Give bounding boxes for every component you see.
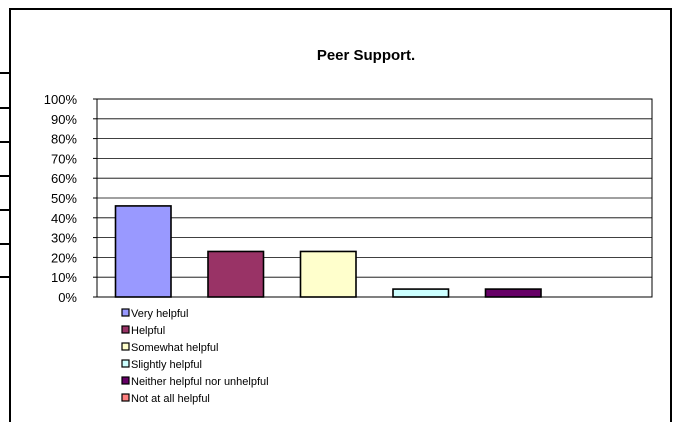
legend-label: Slightly helpful [131,359,202,371]
legend-swatch [121,342,130,351]
bar [299,250,357,298]
y-tick-label: 40% [51,211,77,226]
y-tick-label: 80% [51,132,77,147]
chart-title: Peer Support. [317,47,415,64]
y-tick-label: 30% [51,231,77,246]
y-tick-label: 20% [51,250,77,265]
side-rules [0,72,12,278]
legend-swatch [121,376,130,385]
bar [207,250,265,298]
chart-frame [9,8,672,422]
legend-label: Very helpful [131,308,188,320]
y-tick-label: 50% [51,191,77,206]
y-tick-label: 90% [51,112,77,127]
y-tick-label: 70% [51,151,77,166]
bar [114,205,172,298]
legend-label: Helpful [131,325,165,337]
legend-label: Not at all helpful [131,393,210,405]
bar [392,288,450,298]
y-tick-label: 100% [44,92,78,107]
legend-swatch [121,308,130,317]
legend-swatch [121,325,130,334]
legend-label: Somewhat helpful [131,342,218,354]
legend-swatch [121,393,130,402]
y-tick-label: 0% [58,290,77,305]
legend-label: Neither helpful nor unhelpful [131,376,269,388]
legend-swatch [121,359,130,368]
y-tick-label: 10% [51,270,77,285]
bar [484,288,542,298]
plot-area [96,98,653,298]
y-tick-label: 60% [51,171,77,186]
